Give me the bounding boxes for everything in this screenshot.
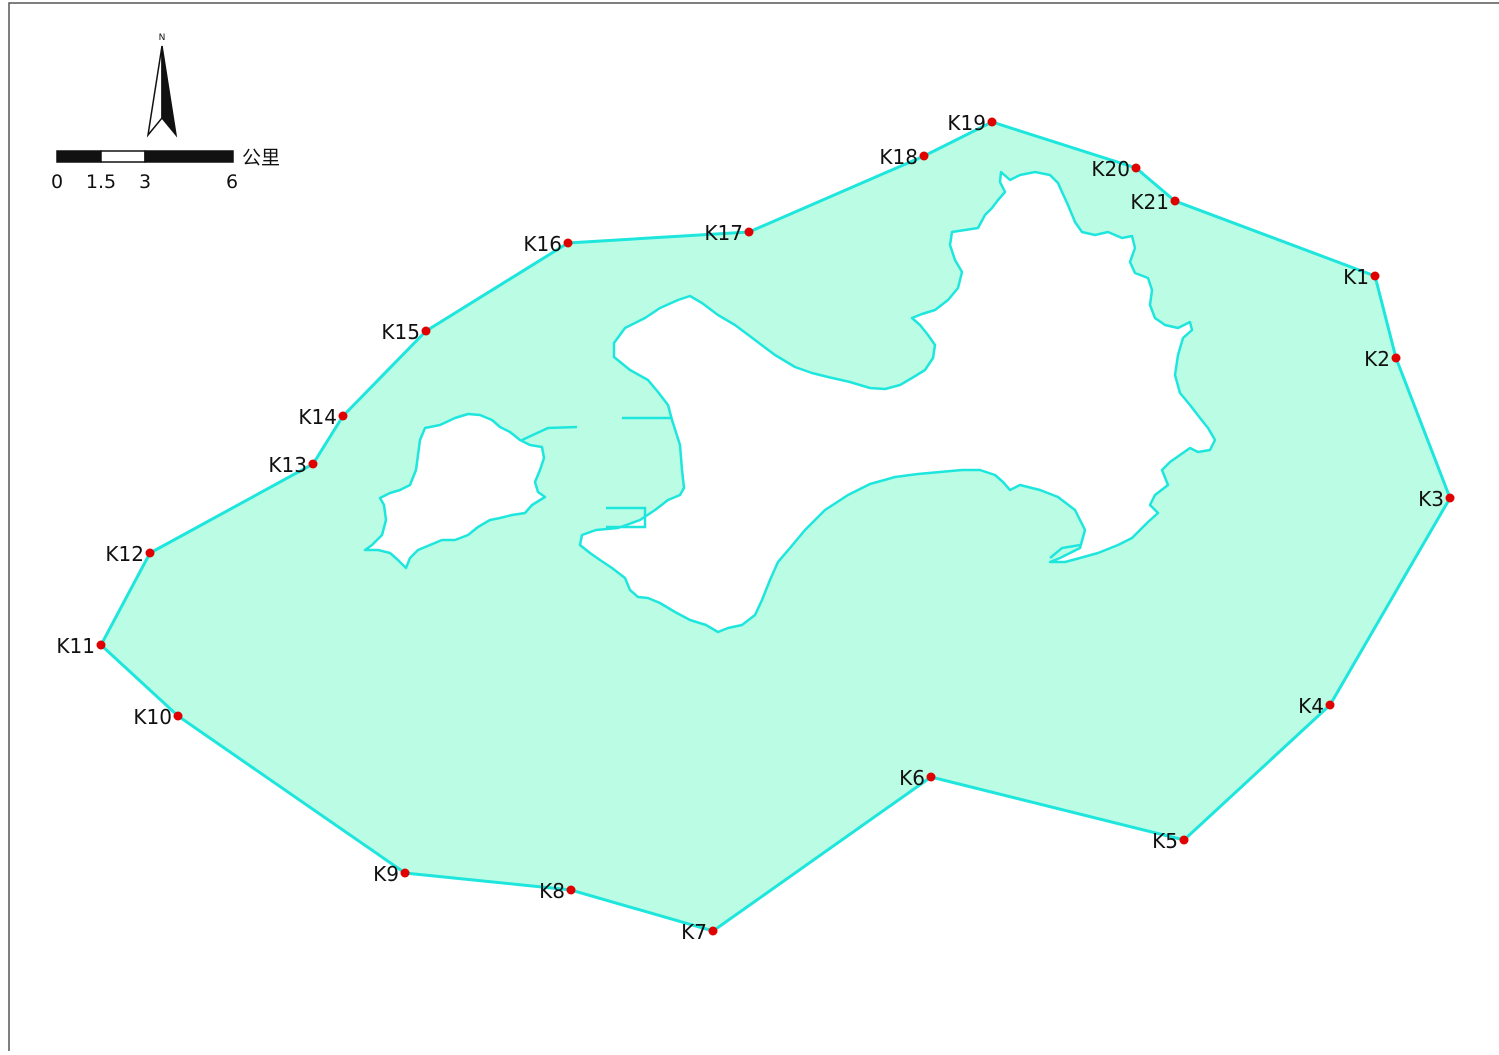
control-point-k17[interactable] <box>744 227 754 237</box>
control-point-label-k16: K16 <box>523 232 562 256</box>
control-point-label-k5: K5 <box>1152 829 1178 853</box>
control-point-k5[interactable] <box>1179 835 1189 845</box>
control-point-label-k9: K9 <box>373 862 399 886</box>
control-point-k15[interactable] <box>421 326 431 336</box>
control-point-k8[interactable] <box>566 885 576 895</box>
control-point-label-k12: K12 <box>105 542 144 566</box>
control-points-layer: K1 K2 K3 K4 K5 K6 K7 K8 K9 K10 K11 K12 K13 K14 K15 K16 K… <box>56 111 1455 944</box>
scale-seg-1 <box>56 150 102 163</box>
control-point-label-k1: K1 <box>1343 265 1369 289</box>
scale-seg-2 <box>100 150 146 163</box>
control-point-label-k8: K8 <box>539 879 565 903</box>
control-point-k21[interactable] <box>1170 196 1180 206</box>
control-point-label-k10: K10 <box>133 705 172 729</box>
north-label: N <box>159 33 166 43</box>
control-point-label-k7: K7 <box>681 920 707 944</box>
island-west <box>363 412 547 570</box>
control-point-k6[interactable] <box>926 772 936 782</box>
control-point-k20[interactable] <box>1131 163 1141 173</box>
control-point-k2[interactable] <box>1391 353 1401 363</box>
control-point-label-k20: K20 <box>1091 157 1130 181</box>
control-point-k13[interactable] <box>308 459 318 469</box>
control-point-k12[interactable] <box>145 548 155 558</box>
control-point-k3[interactable] <box>1445 493 1455 503</box>
control-point-label-k14: K14 <box>298 405 337 429</box>
control-point-k7[interactable] <box>708 926 718 936</box>
control-point-label-k13: K13 <box>268 453 307 477</box>
control-point-label-k2: K2 <box>1364 347 1390 371</box>
control-point-label-k6: K6 <box>899 766 925 790</box>
north-arrow-left-half <box>146 45 163 138</box>
scale-tick-0: 0 <box>51 171 63 193</box>
control-point-label-k18: K18 <box>879 145 918 169</box>
control-point-label-k19: K19 <box>947 111 986 135</box>
control-point-k4[interactable] <box>1325 700 1335 710</box>
control-point-label-k3: K3 <box>1418 487 1444 511</box>
scale-bar: 公里 0 1.5 3 6 <box>51 147 280 193</box>
control-point-k19[interactable] <box>987 117 997 127</box>
scale-tick-1: 1.5 <box>86 171 116 193</box>
control-point-k1[interactable] <box>1370 271 1380 281</box>
control-point-label-k15: K15 <box>381 320 420 344</box>
scale-seg-3 <box>144 150 234 163</box>
control-point-k9[interactable] <box>400 868 410 878</box>
coast-stub-3 <box>606 506 647 529</box>
coast-stub-4 <box>1049 543 1081 559</box>
scale-unit: 公里 <box>242 147 280 169</box>
scale-tick-2: 3 <box>139 171 151 193</box>
control-point-k14[interactable] <box>338 411 348 421</box>
north-arrow-right-half <box>161 45 178 138</box>
island-main <box>578 170 1217 634</box>
north-arrow: N <box>146 33 178 138</box>
map-border <box>8 2 1499 1055</box>
scale-tick-3: 6 <box>226 171 238 193</box>
control-point-k18[interactable] <box>919 151 929 161</box>
control-point-label-k21: K21 <box>1130 190 1169 214</box>
control-point-k11[interactable] <box>96 640 106 650</box>
control-point-label-k11: K11 <box>56 634 95 658</box>
control-point-label-k4: K4 <box>1298 694 1324 718</box>
coast-stub-1 <box>521 425 578 442</box>
control-point-k16[interactable] <box>563 238 573 248</box>
control-point-k10[interactable] <box>173 711 183 721</box>
control-point-label-k17: K17 <box>704 221 743 245</box>
